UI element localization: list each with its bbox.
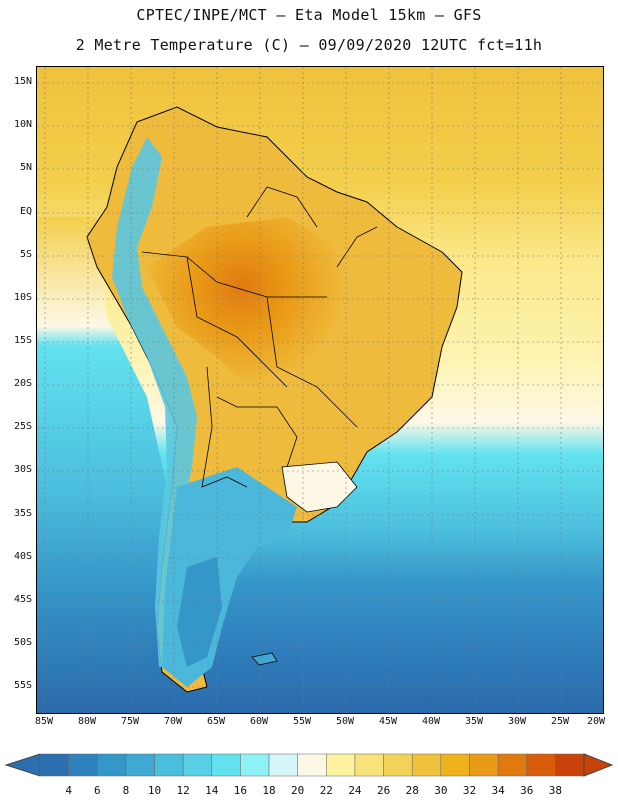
legend-swatch bbox=[497, 753, 527, 777]
lon-label: 35W bbox=[464, 716, 484, 727]
lat-label: 5S bbox=[19, 249, 32, 260]
lat-label: 50S bbox=[13, 637, 32, 648]
graticule bbox=[37, 67, 603, 713]
uruguay-mild-zone bbox=[281, 461, 358, 513]
legend-swatch bbox=[97, 753, 127, 777]
legend-swatch bbox=[326, 753, 356, 777]
map-subtitle: 2 Metre Temperature (C) – 09/09/2020 12U… bbox=[75, 36, 543, 54]
legend-value: 28 bbox=[405, 784, 419, 797]
lon-label: 55W bbox=[292, 716, 312, 727]
lat-label: EQ bbox=[19, 206, 32, 217]
legend-value: 34 bbox=[491, 784, 505, 797]
legend-swatch bbox=[440, 753, 470, 777]
lon-label: 85W bbox=[34, 716, 54, 727]
legend-value: 24 bbox=[348, 784, 362, 797]
map-canvas bbox=[37, 67, 603, 713]
legend-swatch bbox=[68, 753, 98, 777]
legend-value: 20 bbox=[291, 784, 305, 797]
lat-label: 55S bbox=[13, 680, 32, 691]
lat-label: 30S bbox=[13, 464, 32, 475]
legend-value: 30 bbox=[434, 784, 448, 797]
legend-swatch bbox=[154, 753, 184, 777]
lon-label: 70W bbox=[163, 716, 183, 727]
lon-label: 80W bbox=[77, 716, 97, 727]
lat-label: 10N bbox=[13, 119, 32, 130]
legend-swatch bbox=[125, 753, 155, 777]
legend-value: 4 bbox=[65, 784, 72, 797]
lat-label: 15S bbox=[13, 335, 32, 346]
lon-label: 50W bbox=[335, 716, 355, 727]
lat-label: 15N bbox=[13, 76, 32, 87]
legend-value: 32 bbox=[462, 784, 477, 797]
legend-swatch bbox=[383, 753, 413, 777]
patagonia-cold bbox=[177, 557, 222, 667]
legend-colorbar bbox=[4, 753, 614, 777]
lat-label: 20S bbox=[13, 378, 32, 389]
legend-value: 12 bbox=[176, 784, 190, 797]
lat-label: 25S bbox=[13, 421, 32, 432]
temperature-map bbox=[36, 66, 604, 714]
legend-value: 26 bbox=[376, 784, 391, 797]
lon-label: 45W bbox=[378, 716, 398, 727]
color-legend bbox=[0, 750, 618, 800]
legend-swatch bbox=[240, 753, 270, 777]
legend-swatch bbox=[469, 753, 499, 777]
legend-value: 36 bbox=[520, 784, 534, 797]
legend-swatch bbox=[555, 753, 585, 777]
legend-swatch bbox=[526, 753, 556, 777]
pacific-ocean bbox=[37, 217, 167, 713]
lon-label: 60W bbox=[249, 716, 269, 727]
lon-label: 30W bbox=[507, 716, 527, 727]
lon-label: 25W bbox=[550, 716, 570, 727]
legend-swatch bbox=[297, 753, 327, 777]
legend-value: 8 bbox=[122, 784, 130, 797]
legend-swatch bbox=[354, 753, 384, 777]
legend-swatch bbox=[39, 753, 69, 777]
legend-value: 18 bbox=[262, 784, 276, 797]
lat-label: 45S bbox=[13, 594, 32, 605]
lon-label: 75W bbox=[120, 716, 140, 727]
legend-value: 10 bbox=[147, 784, 162, 797]
legend-swatch bbox=[411, 753, 442, 777]
legend-arrow-high bbox=[583, 753, 614, 777]
legend-value: 16 bbox=[233, 784, 248, 797]
lat-label: 35S bbox=[13, 508, 32, 519]
falkland-islands bbox=[251, 652, 278, 666]
lat-label: 10S bbox=[13, 292, 32, 303]
legend-swatch bbox=[268, 753, 298, 777]
map-title: CPTEC/INPE/MCT – Eta Model 15km – GFS bbox=[136, 6, 482, 24]
legend-arrow-low bbox=[4, 753, 41, 777]
legend-value: 14 bbox=[205, 784, 219, 797]
legend-value: 22 bbox=[319, 784, 333, 797]
legend-swatch bbox=[182, 753, 213, 777]
lon-label: 65W bbox=[206, 716, 226, 727]
lat-label: 40S bbox=[13, 551, 32, 562]
legend-swatch bbox=[211, 753, 241, 777]
legend-value: 38 bbox=[548, 784, 562, 797]
legend-value: 6 bbox=[93, 784, 101, 797]
lon-label: 20W bbox=[586, 716, 606, 727]
lat-label: 5N bbox=[19, 162, 32, 173]
lon-label: 40W bbox=[421, 716, 441, 727]
